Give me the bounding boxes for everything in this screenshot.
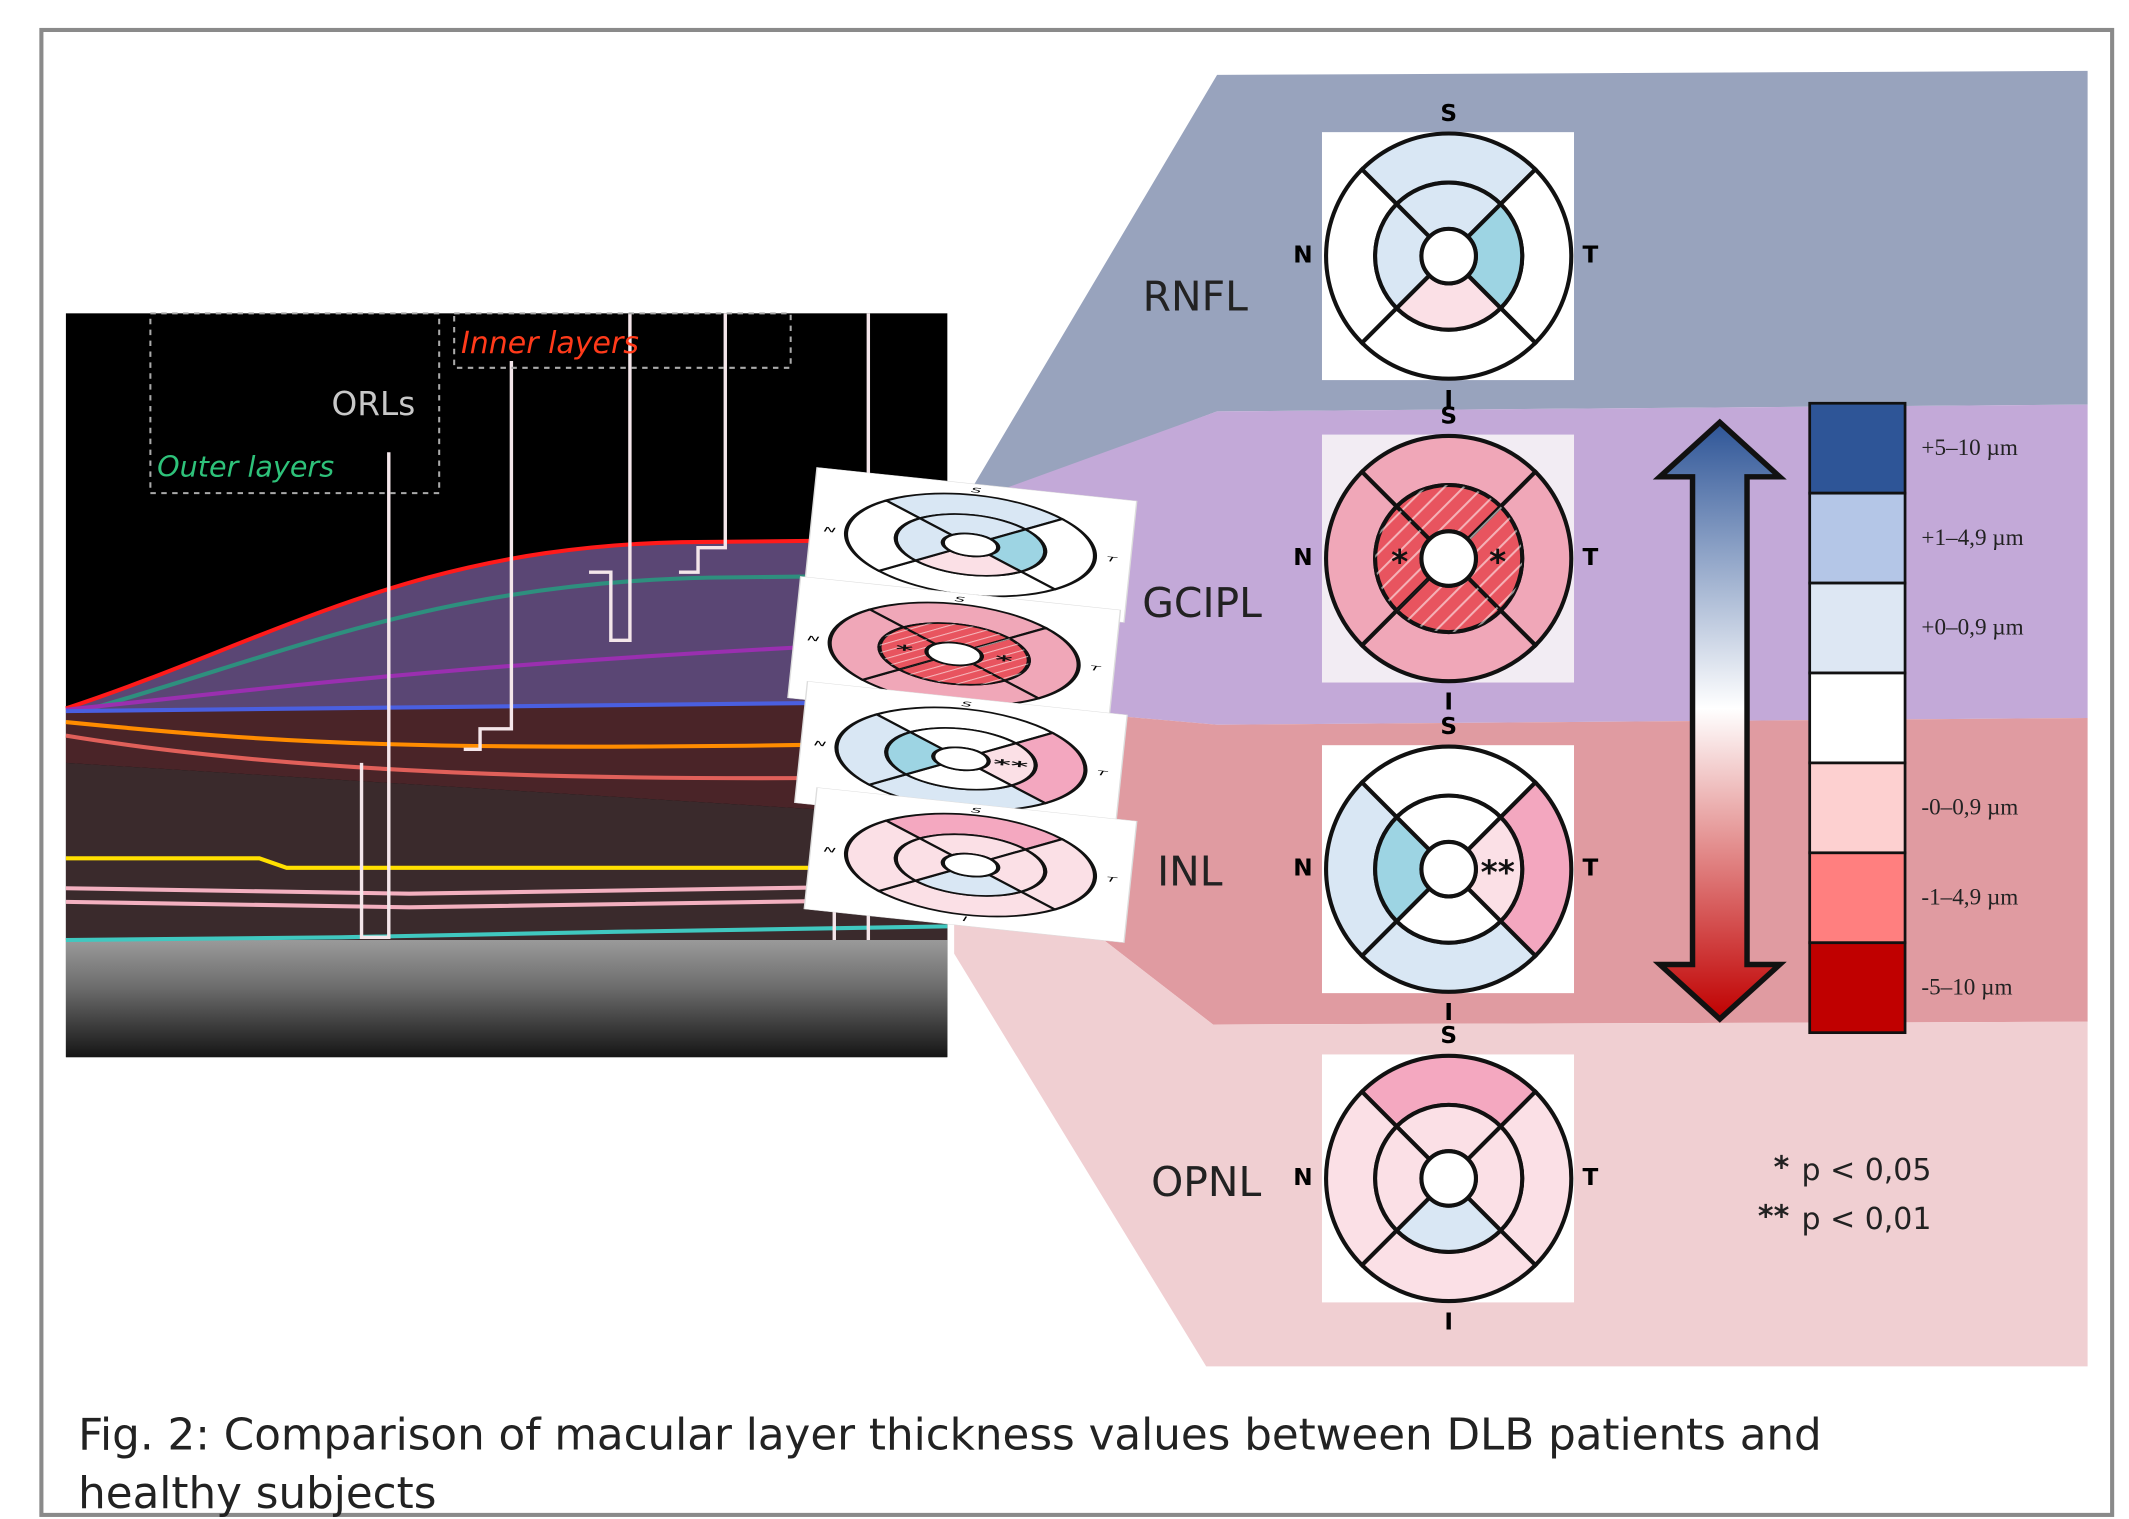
compass-label: T	[1582, 545, 1598, 571]
mini-compass-label: S	[961, 700, 972, 709]
thickness-map	[1326, 134, 1571, 379]
legend-swatch	[1810, 673, 1905, 763]
compass-label: N	[1293, 856, 1312, 882]
legend-label: +1–4,9 µm	[1921, 525, 2023, 551]
legend-swatch	[1810, 493, 1905, 583]
mini-compass-label: N	[814, 739, 827, 748]
figure: Inner layers ORLs Outer layers SINTRNFLS…	[0, 0, 2129, 1519]
mini-compass-label: N	[823, 525, 836, 534]
compass-label: S	[1440, 403, 1457, 429]
oct-label: Outer layers	[157, 450, 334, 484]
thickness-map: **	[1326, 747, 1571, 992]
significance-symbol: **	[1758, 1199, 1790, 1234]
significance-mark: *	[1391, 543, 1408, 581]
compass-label: S	[1440, 101, 1457, 127]
layer-name: OPNL	[1151, 1158, 1261, 1206]
significance-label: p < 0,01	[1802, 1202, 1932, 1237]
compass-label: T	[1582, 1165, 1598, 1191]
page: Inner layers ORLs Outer layers SINTRNFLS…	[0, 0, 2129, 1519]
mini-compass-label: N	[807, 634, 820, 643]
compass-label: N	[1293, 545, 1312, 571]
legend-label: +0–0,9 µm	[1921, 615, 2023, 641]
caption-line: healthy subjects	[78, 1469, 436, 1519]
caption-line: Fig. 2: Comparison of macular layer thic…	[78, 1410, 1822, 1460]
thickness-map	[1326, 1056, 1571, 1301]
legend-swatch	[1810, 583, 1905, 673]
oct-rpe	[66, 940, 947, 1057]
mini-compass-label: N	[823, 845, 836, 854]
legend-swatch	[1810, 763, 1905, 853]
compass-label: T	[1582, 243, 1598, 269]
compass-label: N	[1293, 1165, 1312, 1191]
mini-compass-label: S	[971, 486, 982, 495]
compass-label: N	[1293, 243, 1312, 269]
legend-label: -5–10 µm	[1921, 974, 2012, 1000]
center-sector	[1421, 229, 1475, 283]
legend-label: +5–10 µm	[1921, 435, 2017, 461]
oct-label: ORLs	[332, 385, 416, 423]
legend-swatch	[1810, 403, 1905, 493]
compass-label: S	[1440, 714, 1457, 740]
center-sector	[1421, 842, 1475, 896]
center-sector	[1421, 531, 1475, 585]
mini-compass-label: S	[971, 806, 982, 815]
layer-name: RNFL	[1143, 273, 1248, 321]
significance-symbol: *	[1774, 1150, 1790, 1185]
compass-label: T	[1582, 856, 1598, 882]
significance-mark: **	[1481, 854, 1515, 892]
compass-label: I	[1444, 689, 1453, 715]
significance-mark: *	[994, 652, 1013, 669]
legend-label: -1–4,9 µm	[1921, 884, 2018, 910]
compass-label: S	[1440, 1023, 1457, 1049]
layer-name: INL	[1157, 848, 1223, 896]
legend-swatch	[1810, 853, 1905, 943]
compass-label: I	[1444, 1000, 1453, 1026]
significance-label: p < 0,05	[1802, 1153, 1932, 1188]
significance-mark: *	[895, 641, 914, 658]
thickness-map: **	[1326, 436, 1571, 681]
legend-label: -0–0,9 µm	[1921, 795, 2018, 821]
legend-swatch	[1810, 943, 1905, 1033]
significance-mark: *	[1489, 543, 1506, 581]
center-sector	[1421, 1151, 1475, 1205]
layer-name: GCIPL	[1142, 579, 1262, 627]
compass-label: I	[1444, 1309, 1453, 1335]
mini-compass-label: S	[954, 595, 965, 604]
oct-label: Inner layers	[461, 326, 639, 361]
